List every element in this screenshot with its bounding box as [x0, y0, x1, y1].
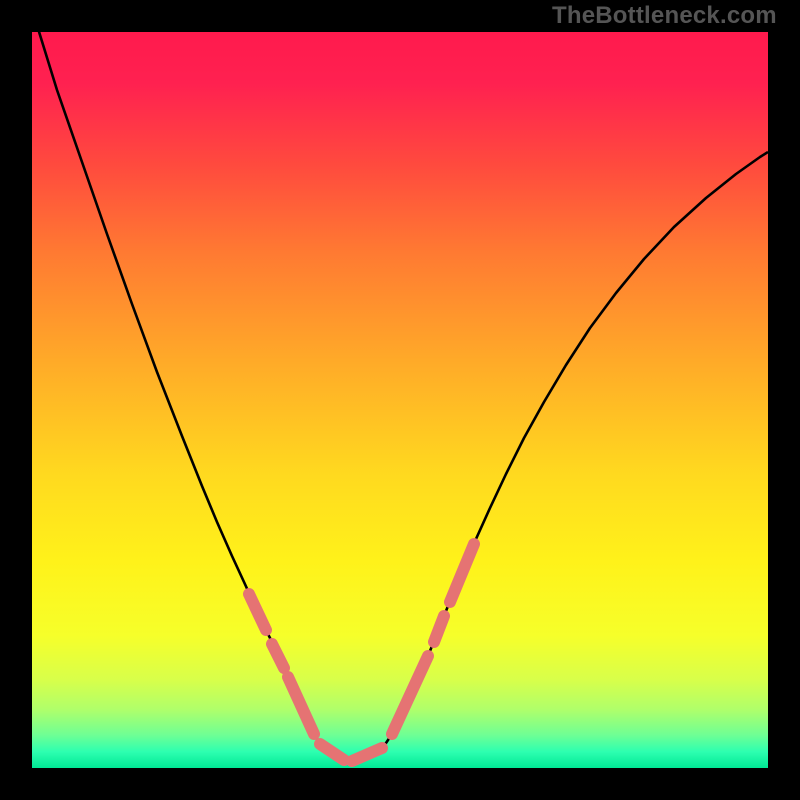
dash-segment: [434, 616, 444, 642]
frame-border-bottom: [0, 768, 800, 800]
frame-border-right: [768, 0, 800, 800]
dash-segment: [249, 594, 266, 630]
dash-segment: [392, 656, 428, 734]
chart-frame: TheBottleneck.com: [0, 0, 800, 800]
dash-segment: [288, 677, 314, 734]
dash-segment: [352, 748, 382, 761]
frame-border-left: [0, 0, 32, 800]
watermark-text: TheBottleneck.com: [552, 2, 777, 30]
dash-overlay-svg: [32, 32, 768, 768]
dash-segment: [320, 744, 344, 760]
dash-segment: [272, 644, 284, 668]
plot-area: [32, 32, 768, 768]
dash-segment: [450, 544, 474, 602]
